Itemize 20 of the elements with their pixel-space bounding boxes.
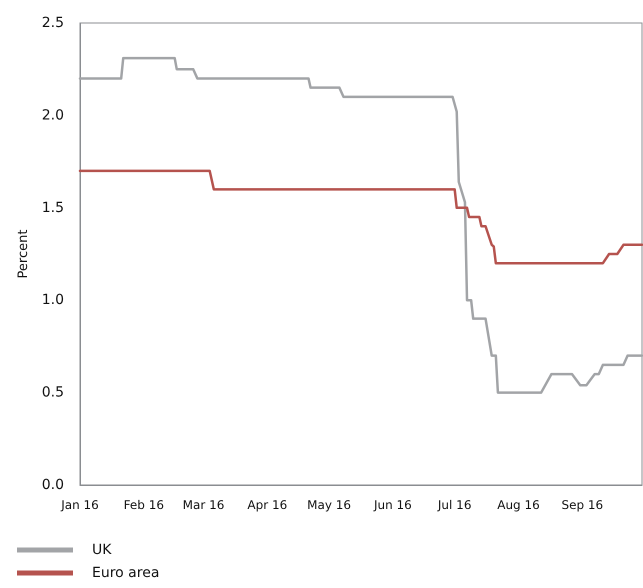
x-tick-label: Jan 16 [60, 498, 99, 512]
y-tick-label: 2.5 [42, 15, 64, 31]
x-tick-label: Jun 16 [372, 498, 412, 512]
x-tick-label: Apr 16 [247, 498, 288, 512]
y-tick-label: 1.0 [42, 292, 64, 308]
y-tick-label: 2.0 [42, 107, 64, 124]
line-series [78, 170, 643, 264]
y-tick-label: 1.5 [42, 200, 64, 216]
x-tick-label: Feb 16 [124, 498, 164, 512]
x-tick-label: Sep 16 [561, 498, 604, 512]
x-tick-label: Jul 16 [436, 498, 472, 512]
x-tick-label: Aug 16 [497, 498, 540, 512]
legend-label: Euro area [92, 565, 160, 581]
x-tick-label: Mar 16 [182, 498, 224, 512]
y-tick-label: 0.5 [42, 384, 64, 401]
y-axis-title: Percent [16, 230, 31, 278]
y-tick-label: 0.0 [42, 477, 64, 493]
legend-label: UK [92, 542, 112, 558]
line-series [78, 56, 643, 394]
x-tick-label: May 16 [307, 498, 352, 512]
